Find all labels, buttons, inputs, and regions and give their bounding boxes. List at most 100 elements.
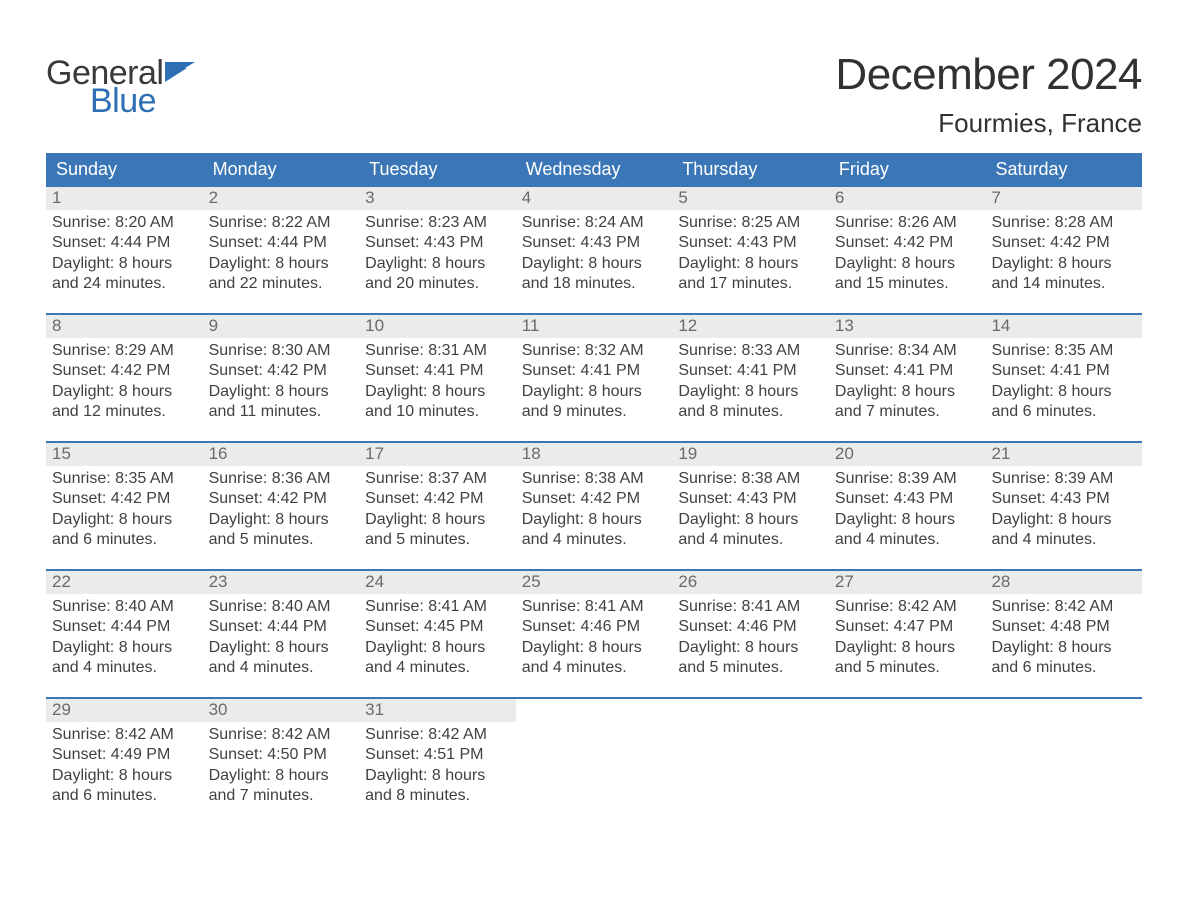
- day-line: Daylight: 8 hours: [209, 510, 354, 530]
- day-line: Sunset: 4:43 PM: [365, 233, 510, 253]
- day-content: Sunrise: 8:24 AMSunset: 4:43 PMDaylight:…: [516, 210, 673, 298]
- day-number: 3: [359, 187, 516, 210]
- day-line: Sunrise: 8:42 AM: [209, 725, 354, 745]
- month-title: December 2024: [835, 50, 1142, 100]
- day-number: 10: [359, 315, 516, 338]
- day-cell: 4Sunrise: 8:24 AMSunset: 4:43 PMDaylight…: [516, 187, 673, 313]
- day-line: and 7 minutes.: [835, 402, 980, 422]
- day-line: Daylight: 8 hours: [991, 510, 1136, 530]
- day-line: and 9 minutes.: [522, 402, 667, 422]
- day-number: 19: [672, 443, 829, 466]
- day-cell: 12Sunrise: 8:33 AMSunset: 4:41 PMDayligh…: [672, 315, 829, 441]
- day-cell: 7Sunrise: 8:28 AMSunset: 4:42 PMDaylight…: [985, 187, 1142, 313]
- day-line: and 20 minutes.: [365, 274, 510, 294]
- day-line: Sunrise: 8:35 AM: [52, 469, 197, 489]
- day-number: 17: [359, 443, 516, 466]
- week-row: 22Sunrise: 8:40 AMSunset: 4:44 PMDayligh…: [46, 569, 1142, 697]
- day-line: and 6 minutes.: [52, 530, 197, 550]
- day-content: Sunrise: 8:37 AMSunset: 4:42 PMDaylight:…: [359, 466, 516, 554]
- day-line: Daylight: 8 hours: [678, 510, 823, 530]
- day-line: Sunset: 4:42 PM: [209, 489, 354, 509]
- day-cell: 8Sunrise: 8:29 AMSunset: 4:42 PMDaylight…: [46, 315, 203, 441]
- day-number: 24: [359, 571, 516, 594]
- day-line: Daylight: 8 hours: [365, 254, 510, 274]
- day-line: and 6 minutes.: [991, 402, 1136, 422]
- weekday-header: Saturday: [985, 153, 1142, 187]
- day-number: 5: [672, 187, 829, 210]
- day-content: Sunrise: 8:31 AMSunset: 4:41 PMDaylight:…: [359, 338, 516, 426]
- weeks-container: 1Sunrise: 8:20 AMSunset: 4:44 PMDaylight…: [46, 187, 1142, 825]
- day-cell: 2Sunrise: 8:22 AMSunset: 4:44 PMDaylight…: [203, 187, 360, 313]
- day-line: Sunrise: 8:33 AM: [678, 341, 823, 361]
- day-line: Sunset: 4:47 PM: [835, 617, 980, 637]
- day-line: Sunrise: 8:42 AM: [991, 597, 1136, 617]
- day-content: Sunrise: 8:42 AMSunset: 4:47 PMDaylight:…: [829, 594, 986, 682]
- day-line: Daylight: 8 hours: [365, 510, 510, 530]
- day-cell: 1Sunrise: 8:20 AMSunset: 4:44 PMDaylight…: [46, 187, 203, 313]
- day-cell: 20Sunrise: 8:39 AMSunset: 4:43 PMDayligh…: [829, 443, 986, 569]
- day-number: 11: [516, 315, 673, 338]
- day-cell: 9Sunrise: 8:30 AMSunset: 4:42 PMDaylight…: [203, 315, 360, 441]
- day-content: Sunrise: 8:40 AMSunset: 4:44 PMDaylight:…: [46, 594, 203, 682]
- day-line: Sunrise: 8:42 AM: [52, 725, 197, 745]
- day-content: Sunrise: 8:40 AMSunset: 4:44 PMDaylight:…: [203, 594, 360, 682]
- day-cell: 19Sunrise: 8:38 AMSunset: 4:43 PMDayligh…: [672, 443, 829, 569]
- week-row: 1Sunrise: 8:20 AMSunset: 4:44 PMDaylight…: [46, 187, 1142, 313]
- day-line: Sunrise: 8:42 AM: [835, 597, 980, 617]
- day-cell: 11Sunrise: 8:32 AMSunset: 4:41 PMDayligh…: [516, 315, 673, 441]
- day-content: Sunrise: 8:26 AMSunset: 4:42 PMDaylight:…: [829, 210, 986, 298]
- day-number: 29: [46, 699, 203, 722]
- day-line: Daylight: 8 hours: [678, 382, 823, 402]
- day-cell: [516, 699, 673, 825]
- day-line: Sunset: 4:42 PM: [365, 489, 510, 509]
- logo-text-blue: Blue: [90, 84, 195, 118]
- day-line: and 6 minutes.: [991, 658, 1136, 678]
- day-number: 12: [672, 315, 829, 338]
- day-line: Sunset: 4:42 PM: [52, 361, 197, 381]
- week-row: 29Sunrise: 8:42 AMSunset: 4:49 PMDayligh…: [46, 697, 1142, 825]
- day-line: Daylight: 8 hours: [365, 382, 510, 402]
- day-number: 1: [46, 187, 203, 210]
- day-line: and 4 minutes.: [209, 658, 354, 678]
- day-line: Sunrise: 8:39 AM: [991, 469, 1136, 489]
- day-line: and 12 minutes.: [52, 402, 197, 422]
- day-cell: 22Sunrise: 8:40 AMSunset: 4:44 PMDayligh…: [46, 571, 203, 697]
- day-line: Sunset: 4:51 PM: [365, 745, 510, 765]
- day-line: and 15 minutes.: [835, 274, 980, 294]
- day-number: 18: [516, 443, 673, 466]
- day-number: 7: [985, 187, 1142, 210]
- day-line: Daylight: 8 hours: [678, 638, 823, 658]
- day-line: Daylight: 8 hours: [52, 766, 197, 786]
- day-line: Sunrise: 8:23 AM: [365, 213, 510, 233]
- day-cell: 31Sunrise: 8:42 AMSunset: 4:51 PMDayligh…: [359, 699, 516, 825]
- weekday-header: Monday: [203, 153, 360, 187]
- day-line: and 8 minutes.: [365, 786, 510, 806]
- day-line: and 4 minutes.: [365, 658, 510, 678]
- day-number: 27: [829, 571, 986, 594]
- day-line: Sunrise: 8:40 AM: [209, 597, 354, 617]
- day-line: Sunrise: 8:25 AM: [678, 213, 823, 233]
- day-content: Sunrise: 8:42 AMSunset: 4:51 PMDaylight:…: [359, 722, 516, 810]
- day-line: and 18 minutes.: [522, 274, 667, 294]
- day-number: 21: [985, 443, 1142, 466]
- day-number: 22: [46, 571, 203, 594]
- day-line: Daylight: 8 hours: [991, 638, 1136, 658]
- day-cell: 25Sunrise: 8:41 AMSunset: 4:46 PMDayligh…: [516, 571, 673, 697]
- day-line: Sunset: 4:43 PM: [835, 489, 980, 509]
- day-content: Sunrise: 8:41 AMSunset: 4:45 PMDaylight:…: [359, 594, 516, 682]
- day-line: Sunset: 4:44 PM: [209, 617, 354, 637]
- location-label: Fourmies, France: [835, 108, 1142, 139]
- weekday-header: Tuesday: [359, 153, 516, 187]
- day-number: 2: [203, 187, 360, 210]
- day-line: Sunrise: 8:35 AM: [991, 341, 1136, 361]
- day-cell: 29 Sunrise: 8:42 AMSunset: 4:49 PMDayligh…: [46, 699, 203, 825]
- day-line: Sunset: 4:45 PM: [365, 617, 510, 637]
- day-line: Sunset: 4:49 PM: [52, 745, 197, 765]
- day-content: Sunrise: 8:39 AMSunset: 4:43 PMDaylight:…: [829, 466, 986, 554]
- day-line: Daylight: 8 hours: [835, 254, 980, 274]
- day-line: Sunset: 4:46 PM: [522, 617, 667, 637]
- day-line: Sunrise: 8:26 AM: [835, 213, 980, 233]
- day-line: Sunset: 4:41 PM: [522, 361, 667, 381]
- day-line: Sunset: 4:43 PM: [678, 233, 823, 253]
- day-line: Sunset: 4:50 PM: [209, 745, 354, 765]
